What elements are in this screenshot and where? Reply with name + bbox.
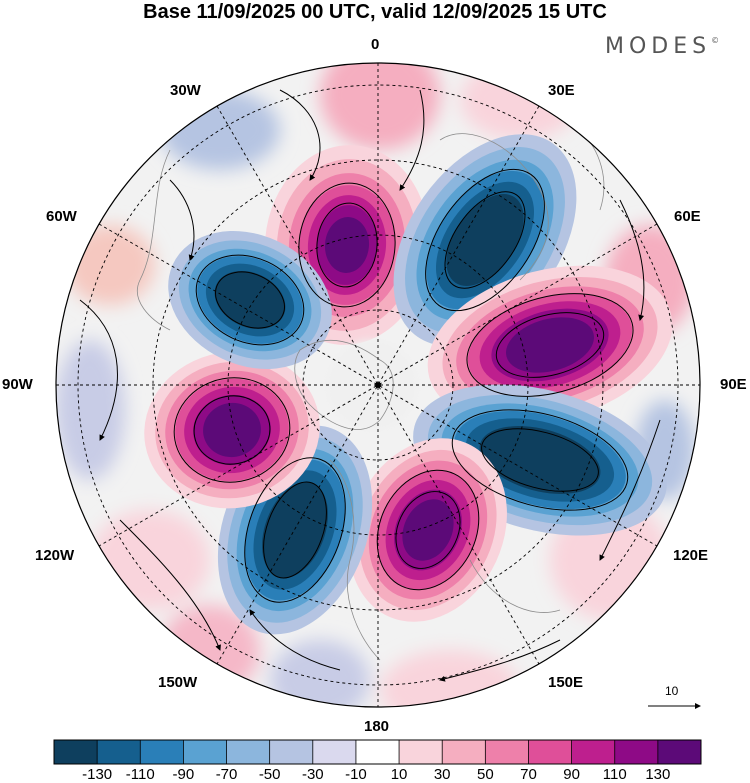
negative-vortex-50w xyxy=(168,231,332,369)
colorbar-tick-label: -50 xyxy=(258,766,281,783)
lon-label-60w: 60W xyxy=(46,208,77,225)
colorbar-swatch xyxy=(269,740,314,764)
colorbar-swatch xyxy=(355,740,400,764)
colorbar-swatch xyxy=(97,740,141,764)
graticule xyxy=(56,63,700,707)
polar-cap xyxy=(327,340,417,430)
coastlines xyxy=(137,129,605,661)
colorbar-tick-label: -110 xyxy=(125,766,155,783)
pole-dot xyxy=(375,382,381,388)
colorbar-swatch xyxy=(140,740,184,764)
colorbar xyxy=(53,739,702,765)
colorbar-tick-label: 110 xyxy=(602,766,627,783)
colorbar-tick-label: -130 xyxy=(82,766,113,783)
streamlines xyxy=(79,89,661,682)
colorbar-tick-label: -90 xyxy=(172,766,195,783)
colorbar-swatch xyxy=(528,740,572,764)
lon-label-150e: 150E xyxy=(548,674,584,691)
lon-label-0: 0 xyxy=(371,36,380,53)
copyright-mark: © xyxy=(711,36,720,45)
colorbar-tick-label: 90 xyxy=(563,766,580,783)
colorbar-tick-label: 10 xyxy=(390,766,408,783)
map-title: Base 11/09/2025 00 UTC, valid 12/09/2025… xyxy=(143,1,607,23)
colorbar-tick-label: 30 xyxy=(433,766,451,783)
positive-vortex-75e xyxy=(427,265,673,425)
lon-label-30w: 30W xyxy=(170,82,201,99)
lon-label-60e: 60E xyxy=(674,208,701,225)
lon-label-120e: 120E xyxy=(673,547,709,564)
colorbar-swatch xyxy=(226,740,270,764)
colorbar-swatch xyxy=(571,740,616,764)
lon-label-180: 180 xyxy=(364,718,390,735)
lon-label-150w: 150W xyxy=(158,674,198,691)
logo-text: MODES xyxy=(605,34,712,59)
positive-vortex-100w xyxy=(144,351,320,509)
colorbar-swatch xyxy=(399,740,443,764)
colorbar-swatch xyxy=(485,740,529,764)
colorbar-tick-label: 70 xyxy=(520,766,537,783)
background-patches xyxy=(56,63,695,707)
colorbar-tick-label: 130 xyxy=(645,766,671,783)
colorbar-swatch xyxy=(183,740,227,764)
lon-label-90e: 90E xyxy=(720,376,747,393)
colorbar-swatch xyxy=(657,740,702,764)
map-border xyxy=(55,62,701,708)
reference-vector-label: 10 xyxy=(665,684,679,698)
colorbar-tick-label: -30 xyxy=(301,766,324,783)
colorbar-swatch xyxy=(54,740,98,764)
colorbar-tick-label: -10 xyxy=(345,766,367,783)
lon-label-30e: 30E xyxy=(548,82,575,99)
colorbar-tick-label: 50 xyxy=(476,766,494,783)
colorbar-swatch xyxy=(312,740,357,764)
colorbar-tick-label: -70 xyxy=(215,766,238,783)
lon-label-120w: 120W xyxy=(35,547,75,564)
lon-label-90w: 90W xyxy=(2,376,33,393)
colorbar-swatch xyxy=(442,740,486,764)
field-layer xyxy=(56,63,700,707)
colorbar-border xyxy=(53,739,702,765)
colorbar-swatch xyxy=(614,740,659,764)
modes-logo: MODES© xyxy=(605,34,719,59)
